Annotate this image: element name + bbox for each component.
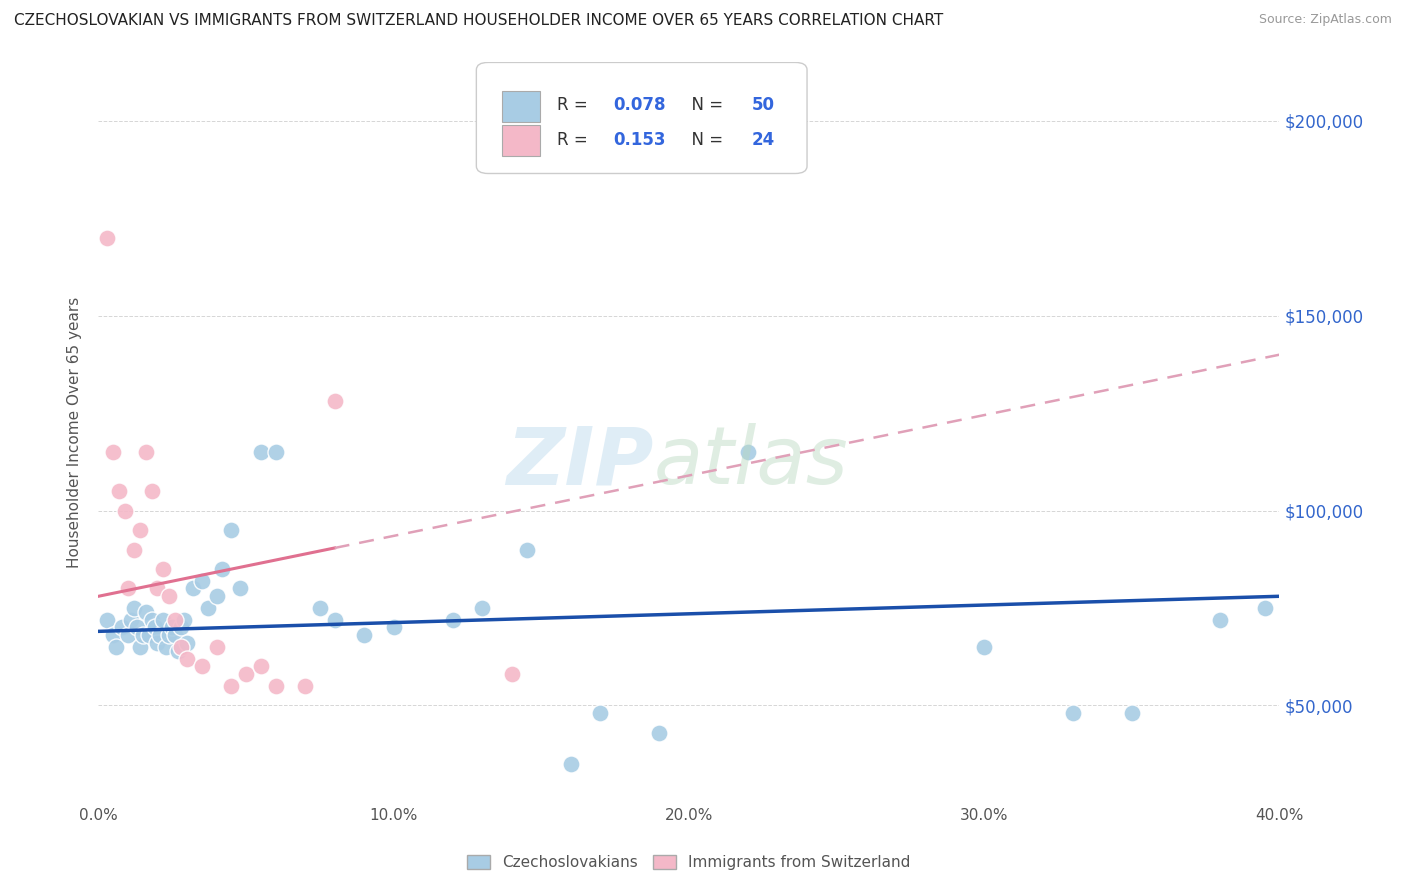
Text: Source: ZipAtlas.com: Source: ZipAtlas.com [1258,13,1392,27]
Point [149,628,172,642]
Point [560,756,582,771]
Point [353,628,375,642]
Point [138,628,160,642]
Point [132,628,155,642]
Point [135,445,157,459]
Point [309,601,332,615]
Legend: Czechoslovakians, Immigrants from Switzerland: Czechoslovakians, Immigrants from Switze… [461,849,917,877]
Point [191,574,214,588]
Point [264,445,287,459]
Point [1254,601,1277,615]
Point [120,613,142,627]
Point [141,613,163,627]
Point [516,542,538,557]
Point [146,636,169,650]
Point [471,601,494,615]
Point [382,620,405,634]
Point [111,620,134,634]
Point [229,582,252,596]
Point [191,659,214,673]
Point [162,620,183,634]
Text: ZIP: ZIP [506,423,654,501]
Point [264,679,287,693]
Point [250,445,273,459]
Point [501,667,523,681]
Point [221,523,243,537]
Point [589,706,612,721]
Point [205,640,228,654]
Text: R =: R = [557,131,593,149]
Point [105,640,128,654]
Point [1121,706,1143,721]
Point [205,589,228,603]
Point [173,613,195,627]
Point [323,394,346,409]
Point [737,445,759,459]
Point [128,523,150,537]
Point [176,636,198,650]
Point [143,620,166,634]
Point [294,679,316,693]
Point [128,640,150,654]
Text: 0.153: 0.153 [613,131,666,149]
Point [122,601,145,615]
Text: CZECHOSLOVAKIAN VS IMMIGRANTS FROM SWITZERLAND HOUSEHOLDER INCOME OVER 65 YEARS : CZECHOSLOVAKIAN VS IMMIGRANTS FROM SWITZ… [14,13,943,29]
Point [157,628,180,642]
FancyBboxPatch shape [477,62,807,173]
Point [108,484,131,499]
Point [441,613,464,627]
Point [141,484,163,499]
Point [1062,706,1084,721]
Point [122,542,145,557]
Point [103,445,125,459]
Point [170,640,193,654]
Point [250,659,273,673]
Text: 24: 24 [752,131,775,149]
Text: atlas: atlas [654,423,848,501]
Point [170,620,193,634]
Text: 50: 50 [752,96,775,114]
Point [117,582,139,596]
Point [152,562,174,576]
Point [165,613,187,627]
Point [117,628,139,642]
Point [96,613,118,627]
Y-axis label: Householder Income Over 65 years: Householder Income Over 65 years [67,297,83,568]
Point [165,628,187,642]
Point [103,628,125,642]
Point [323,613,346,627]
Point [135,605,157,619]
Point [125,620,148,634]
Text: 0.078: 0.078 [613,96,666,114]
Point [96,231,118,245]
Text: N =: N = [681,96,728,114]
Point [197,601,219,615]
Text: N =: N = [681,131,728,149]
Point [146,582,169,596]
Point [648,725,671,739]
Point [181,582,204,596]
Point [1209,613,1232,627]
FancyBboxPatch shape [502,91,540,121]
FancyBboxPatch shape [502,126,540,156]
Point [235,667,257,681]
Point [973,640,995,654]
Point [176,651,198,665]
Point [157,589,180,603]
Point [155,640,177,654]
Text: R =: R = [557,96,593,114]
Point [114,503,136,517]
Point [167,644,190,658]
Point [221,679,243,693]
Point [152,613,174,627]
Point [211,562,233,576]
